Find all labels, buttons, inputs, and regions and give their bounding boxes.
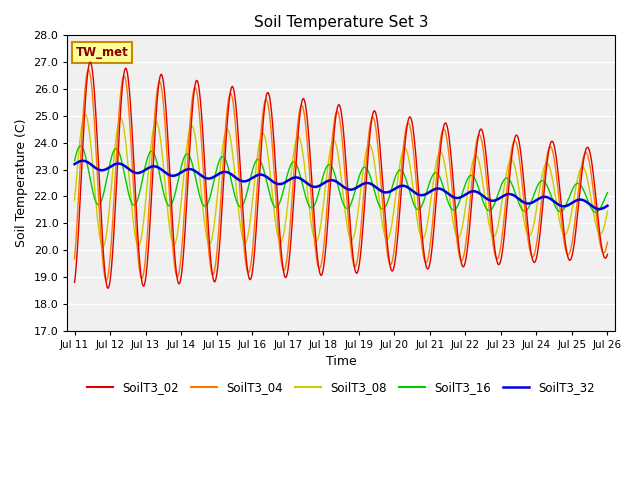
Legend: SoilT3_02, SoilT3_04, SoilT3_08, SoilT3_16, SoilT3_32: SoilT3_02, SoilT3_04, SoilT3_08, SoilT3_… (83, 376, 600, 398)
X-axis label: Time: Time (326, 355, 356, 368)
Text: TW_met: TW_met (76, 46, 129, 59)
Y-axis label: Soil Temperature (C): Soil Temperature (C) (15, 119, 28, 247)
Title: Soil Temperature Set 3: Soil Temperature Set 3 (254, 15, 428, 30)
